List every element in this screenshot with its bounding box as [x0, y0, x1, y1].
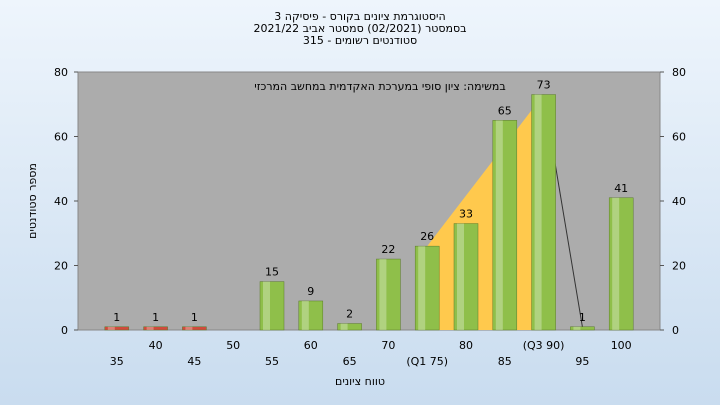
- bar-shade: [107, 326, 115, 330]
- x-tick-label: 55: [265, 355, 279, 368]
- bar-shade: [146, 326, 154, 330]
- bar: [298, 300, 324, 331]
- y2-tick-label: 20: [672, 260, 686, 273]
- chart-subtitle: בסמסטר (02/2021) סמסטר אביב 2021/22: [253, 22, 466, 35]
- y2-tick-label: 0: [672, 324, 679, 337]
- bar: [453, 223, 479, 331]
- bar: [376, 258, 401, 331]
- data-label: 1: [152, 311, 159, 324]
- data-label: 2: [346, 308, 353, 321]
- annotation: במשימה: ציון סופי במערכת האקדמית במחשב ה…: [254, 80, 505, 93]
- y2-tick-label: 60: [672, 131, 686, 144]
- data-label: 33: [459, 208, 473, 221]
- data-label: 1: [191, 311, 198, 324]
- y-axis-title: מספר סטודנטים: [26, 163, 39, 239]
- y-tick-label: 80: [54, 66, 68, 79]
- y2-tick-label: 40: [672, 195, 686, 208]
- x-tick-label: (Q3 90): [523, 339, 565, 352]
- bar-shade: [301, 300, 309, 330]
- bar: [414, 245, 440, 331]
- x-tick-label: 60: [304, 339, 318, 352]
- data-label: 1: [579, 311, 586, 324]
- bar: [104, 326, 130, 331]
- x-tick-label: 50: [226, 339, 240, 352]
- bar-shade: [379, 259, 387, 330]
- x-tick-label: 100: [611, 339, 632, 352]
- y-tick-label: 0: [61, 324, 68, 337]
- chart-subtitle: סטודנטים רשומים - 315: [303, 34, 417, 47]
- data-label: 9: [307, 285, 314, 298]
- data-label: 65: [498, 104, 512, 117]
- bar: [337, 323, 362, 331]
- x-tick-label: 85: [498, 355, 512, 368]
- bar-shade: [495, 120, 503, 330]
- bar: [531, 94, 556, 331]
- data-label: 73: [537, 79, 551, 92]
- y-tick-label: 20: [54, 260, 68, 273]
- data-label: 1: [113, 311, 120, 324]
- data-label: 22: [381, 243, 395, 256]
- bar: [492, 120, 518, 331]
- bar: [570, 326, 595, 331]
- bar: [143, 326, 168, 331]
- bar-shade: [263, 281, 270, 330]
- x-tick-label: 65: [343, 355, 357, 368]
- x-tick-label: 80: [459, 339, 473, 352]
- y-tick-label: 40: [54, 195, 68, 208]
- bar-shade: [457, 223, 464, 330]
- bar-shade: [340, 323, 348, 330]
- bar: [608, 197, 634, 331]
- data-label: 26: [420, 230, 434, 243]
- x-tick-label: 45: [187, 355, 201, 368]
- plot-area: [77, 71, 661, 331]
- x-tick-label: (Q1 75): [406, 355, 448, 368]
- y-tick-label: 60: [54, 131, 68, 144]
- x-tick-label: 35: [110, 355, 124, 368]
- bar-shade: [573, 326, 581, 330]
- data-label: 41: [614, 182, 628, 195]
- bar: [259, 281, 285, 331]
- x-tick-label: 70: [381, 339, 395, 352]
- bar: [182, 326, 207, 331]
- bar-shade: [418, 246, 426, 330]
- bar-shade: [612, 197, 620, 330]
- x-tick-label: 40: [149, 339, 163, 352]
- x-tick-label: 95: [575, 355, 589, 368]
- data-label: 15: [265, 266, 279, 279]
- chart-title: היסטוגרמת ציונים בקורס - פיסיקה 3: [274, 10, 445, 23]
- y2-tick-label: 80: [672, 66, 686, 79]
- bar-shade: [534, 94, 542, 330]
- x-axis-title: טווח ציונים: [335, 375, 385, 388]
- bar-shade: [185, 326, 193, 330]
